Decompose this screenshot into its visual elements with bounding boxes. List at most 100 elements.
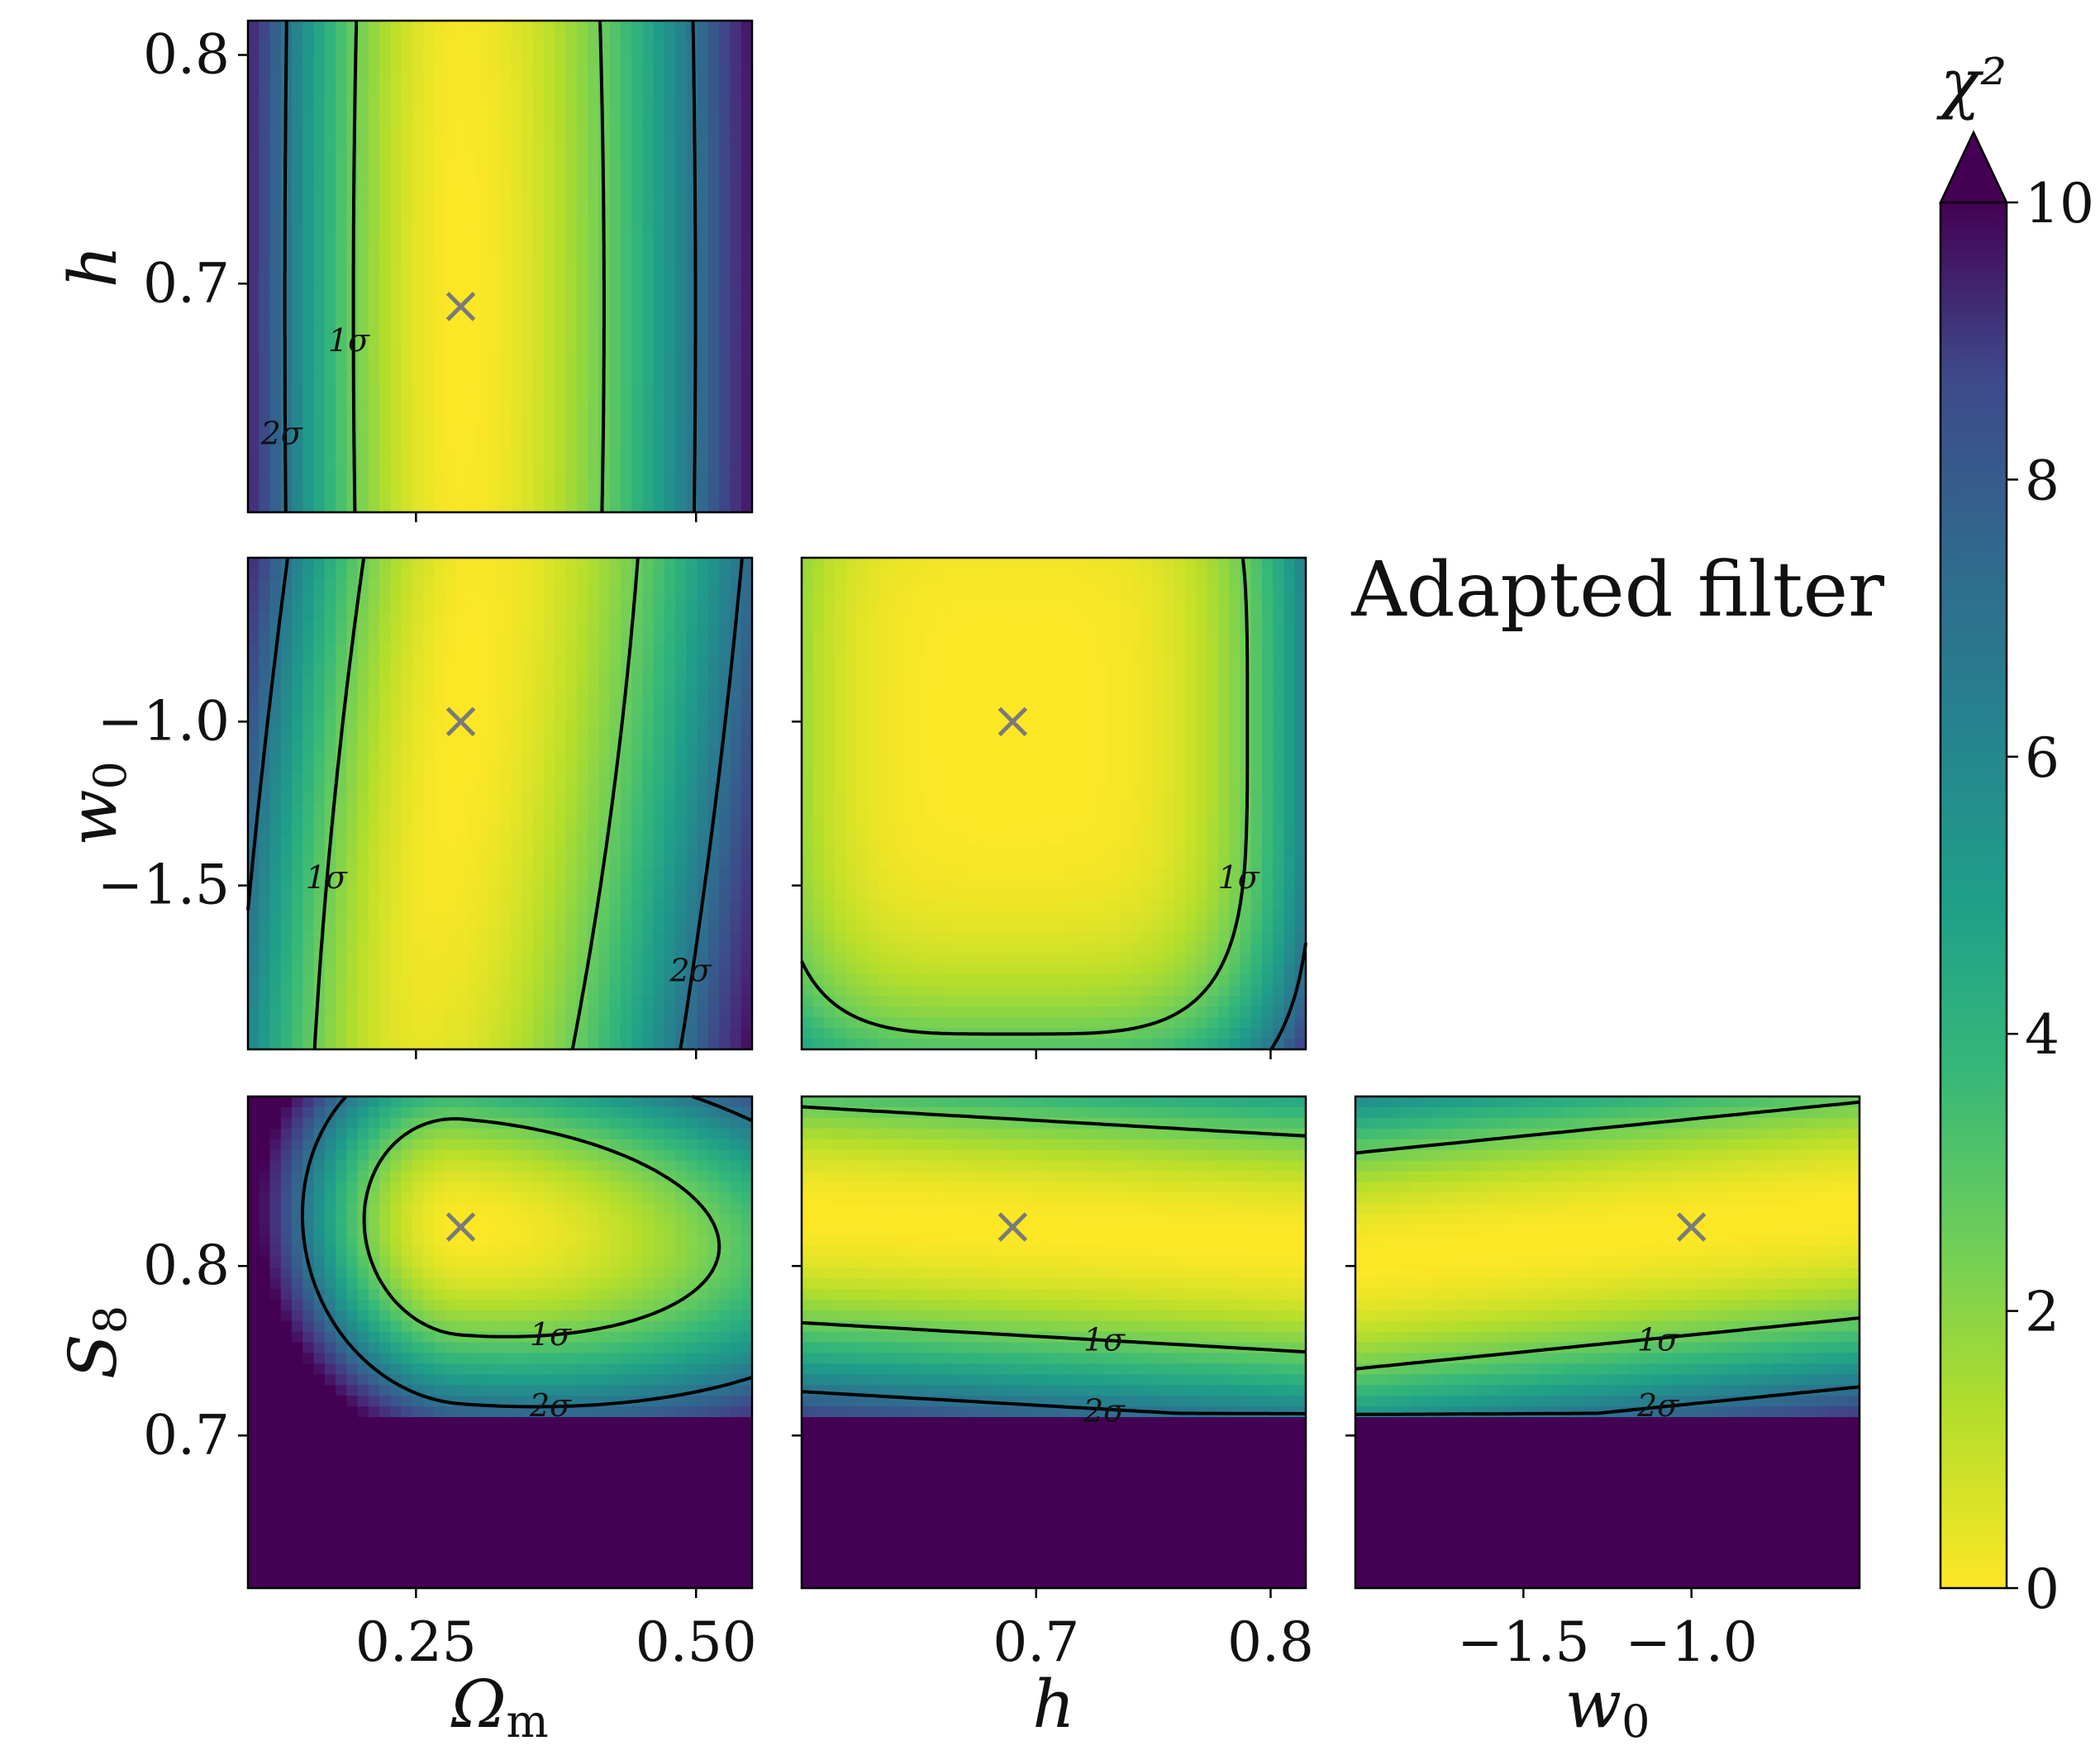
- heatmap-cell: [878, 675, 890, 687]
- heatmap-cell: [500, 416, 512, 428]
- heatmap-cell: [412, 920, 424, 933]
- heatmap-cell: [357, 309, 369, 321]
- heatmap-cell: [642, 502, 655, 513]
- heatmap-cell: [620, 469, 632, 481]
- heatmap-cell: [544, 95, 555, 107]
- heatmap-cell: [675, 739, 688, 751]
- heatmap-cell: [412, 803, 424, 816]
- heatmap-cell: [802, 899, 813, 911]
- heatmap-cell: [631, 846, 643, 858]
- heatmap-cell: [900, 792, 912, 805]
- heatmap-cell: [521, 728, 534, 740]
- heatmap-cell: [565, 632, 578, 644]
- heatmap-cell: [955, 825, 967, 836]
- heatmap-cell: [588, 63, 599, 75]
- heatmap-cell: [900, 803, 912, 816]
- heatmap-cell: [511, 985, 523, 996]
- heatmap-cell: [664, 149, 676, 160]
- heatmap-cell: [269, 405, 282, 417]
- heatmap-cell: [889, 942, 901, 954]
- heatmap-cell: [544, 181, 555, 193]
- heatmap-cell: [336, 373, 347, 385]
- heatmap-cell: [588, 782, 599, 794]
- heatmap-cell: [845, 1028, 857, 1039]
- heatmap-cell: [565, 277, 578, 288]
- heatmap-cell: [555, 383, 567, 396]
- heatmap-cell: [620, 383, 632, 396]
- heatmap-cell: [965, 578, 978, 591]
- heatmap-cell: [889, 632, 901, 644]
- heatmap-cell: [631, 835, 643, 847]
- heatmap-cell: [878, 664, 890, 676]
- heatmap-cell: [653, 910, 665, 922]
- heatmap-cell: [944, 888, 956, 901]
- heatmap-cell: [588, 996, 599, 1007]
- heatmap-cell: [511, 74, 523, 86]
- heatmap-cell: [740, 351, 753, 364]
- heatmap-cell: [302, 405, 315, 417]
- heatmap-cell: [900, 899, 912, 911]
- heatmap-cell: [336, 643, 347, 655]
- heatmap-cell: [620, 437, 632, 449]
- heatmap-cell: [878, 942, 890, 954]
- heatmap-cell: [269, 728, 282, 740]
- heatmap-cell: [697, 298, 709, 310]
- heatmap-cell: [631, 74, 643, 86]
- heatmap-cell: [401, 84, 413, 97]
- heatmap-cell: [823, 1006, 836, 1018]
- heatmap-cell: [302, 792, 315, 805]
- heatmap-cell: [324, 202, 336, 214]
- heatmap-cell: [455, 383, 468, 396]
- heatmap-cell: [423, 138, 436, 150]
- heatmap-cell: [368, 953, 380, 965]
- heatmap-cell: [631, 782, 643, 794]
- heatmap-cell: [368, 416, 380, 428]
- heatmap-cell: [565, 320, 578, 331]
- heatmap-cell: [302, 899, 315, 911]
- heatmap-cell: [555, 491, 567, 502]
- heatmap-cell: [642, 749, 655, 762]
- heatmap-cell: [292, 405, 303, 417]
- heatmap-cell: [313, 707, 326, 719]
- heatmap-cell: [588, 1039, 599, 1050]
- heatmap-cell: [697, 383, 709, 396]
- heatmap-cell: [730, 234, 742, 246]
- heatmap-cell: [609, 288, 621, 299]
- heatmap-cell: [598, 480, 611, 492]
- heatmap-cell: [269, 578, 282, 591]
- heatmap-cell: [368, 920, 380, 933]
- heatmap-cell: [412, 558, 424, 569]
- heatmap-cell: [933, 1006, 945, 1018]
- heatmap-cell: [324, 138, 336, 150]
- heatmap-cell: [324, 341, 336, 353]
- heatmap-cell: [933, 739, 945, 751]
- heatmap-cell: [368, 277, 380, 288]
- heatmap-cell: [900, 664, 912, 676]
- heatmap-cell: [598, 974, 611, 986]
- heatmap-cell: [412, 277, 424, 288]
- heatmap-cell: [532, 654, 545, 665]
- heatmap-cell: [511, 106, 523, 118]
- heatmap-cell: [478, 31, 490, 43]
- heatmap-cell: [488, 266, 501, 278]
- heatmap-cell: [686, 654, 698, 665]
- heatmap-cell: [565, 974, 578, 986]
- heatmap-cell: [565, 707, 578, 719]
- heatmap-cell: [565, 223, 578, 235]
- heatmap-cell: [455, 985, 468, 996]
- heatmap-cell: [336, 223, 347, 235]
- heatmap-cell: [911, 888, 923, 901]
- heatmap-cell: [269, 857, 282, 868]
- heatmap-cell: [642, 331, 655, 342]
- heatmap-cell: [675, 298, 688, 310]
- heatmap-cell: [609, 52, 621, 64]
- heatmap-cell: [434, 760, 446, 773]
- heatmap-cell: [412, 394, 424, 407]
- heatmap-cell: [856, 760, 869, 773]
- heatmap-cell: [620, 405, 632, 417]
- heatmap-cell: [653, 835, 665, 847]
- heatmap-cell: [478, 707, 490, 719]
- heatmap-cell: [730, 1006, 742, 1018]
- heatmap-cell: [653, 846, 665, 858]
- heatmap-cell: [588, 985, 599, 996]
